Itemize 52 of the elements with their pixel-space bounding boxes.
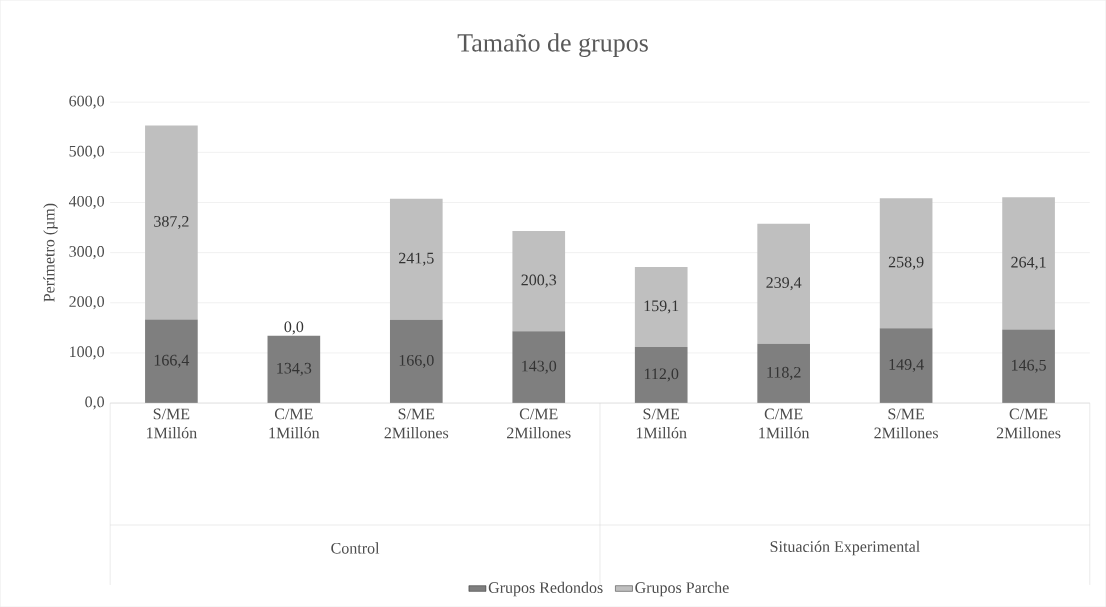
x-tick-label: S/ME 1Millón <box>147 408 197 439</box>
x-tick-label: C/ME 2Millones <box>996 408 1061 439</box>
bar <box>145 319 198 403</box>
legend-label: Grupos Redondos <box>488 581 603 597</box>
bar <box>267 335 321 403</box>
data-label: 387,2 <box>154 215 189 229</box>
x-tick-label: C/ME 1Millón <box>269 408 320 439</box>
bar <box>757 223 810 344</box>
data-label: 143,0 <box>522 360 557 374</box>
bar <box>634 267 688 347</box>
y-tick-label: 600,0 <box>69 95 105 109</box>
y-tick-label: 0,0 <box>85 396 105 410</box>
bar <box>389 319 443 403</box>
bar <box>879 198 933 329</box>
x-tick-label: C/ME 1Millón <box>759 408 810 439</box>
x-tick-label: C/ME 2Millones <box>507 408 571 439</box>
data-label: 146,5 <box>1012 359 1046 373</box>
bar <box>634 346 688 403</box>
data-label: 200,3 <box>521 274 557 288</box>
text: Control <box>331 542 380 554</box>
chart-title: Tamaño de grupos <box>457 33 648 57</box>
data-label: 112,0 <box>644 368 679 382</box>
x-tick-label: S/ME 2Millones <box>874 408 938 439</box>
data-label: 159,1 <box>644 300 679 314</box>
bar <box>512 230 566 332</box>
bar <box>145 125 198 320</box>
bar <box>879 328 933 403</box>
bar <box>389 198 443 320</box>
data-label: 118,2 <box>767 366 801 380</box>
y-tick-label: 200,0 <box>69 296 105 310</box>
x-tick-label: S/ME 1Millón <box>636 408 687 439</box>
bar <box>757 343 810 403</box>
data-label: 166,4 <box>154 354 190 368</box>
y-tick-label: 500,0 <box>69 145 105 159</box>
y-axis-title: Perímetro (µm) <box>43 203 58 302</box>
y-tick-label: 400,0 <box>68 195 105 209</box>
y-tick-label: 300,0 <box>69 245 105 260</box>
data-label: 239,4 <box>766 277 802 291</box>
data-label: 0,0 <box>284 321 304 335</box>
data-label: 134,3 <box>277 362 312 376</box>
legend-label: Grupos Parche <box>635 581 729 597</box>
bar <box>1002 197 1055 330</box>
bar <box>1002 329 1055 403</box>
data-label: 166,0 <box>399 354 434 368</box>
data-label: 149,4 <box>889 359 924 373</box>
data-label: 264,1 <box>1011 256 1046 270</box>
data-label: 258,9 <box>888 256 924 270</box>
bar <box>512 331 566 403</box>
y-tick-label: 100,0 <box>70 346 105 360</box>
x-tick-label: S/ME 2Millones <box>384 408 449 439</box>
text: Situación Experimental <box>770 540 920 556</box>
data-label: 241,5 <box>399 252 434 266</box>
